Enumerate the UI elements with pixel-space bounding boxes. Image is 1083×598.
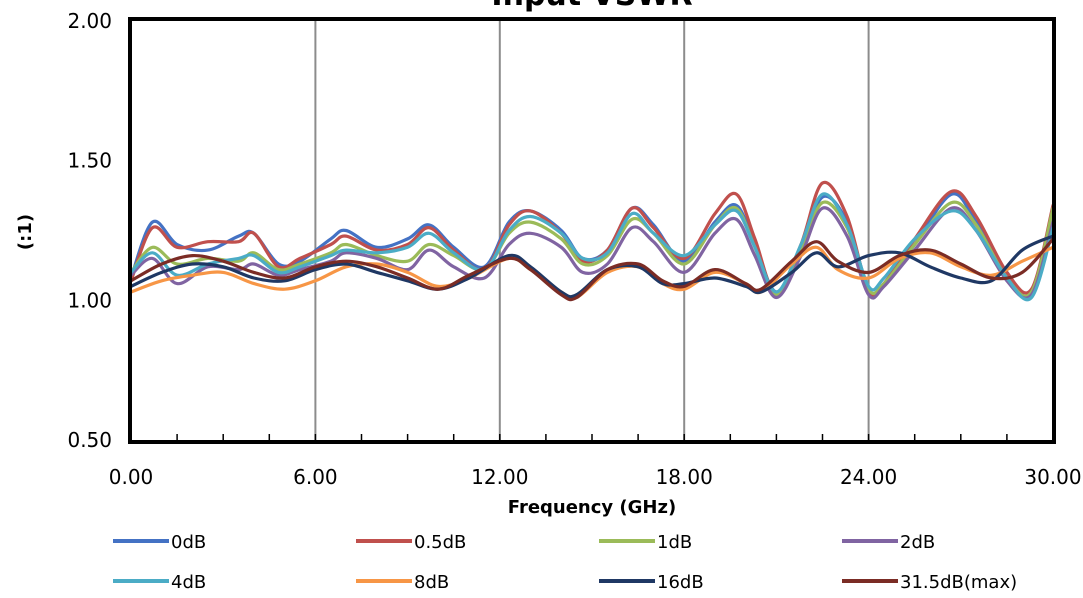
x-tick-label: 24.00 (840, 465, 897, 489)
series-lines (129, 180, 1055, 302)
y-tick-label: 0.50 (67, 428, 112, 452)
y-tick-label: 1.00 (67, 288, 112, 312)
y-axis-tick-labels: 0.50 1.00 1.50 2.00 (67, 9, 112, 452)
y-tick-label: 2.00 (67, 9, 112, 33)
chart-title: Input VSWR (491, 0, 692, 13)
series-line-1db (129, 200, 1055, 298)
x-tick-label: 0.00 (109, 465, 154, 489)
legend-label: 0.5dB (414, 532, 466, 553)
x-tick-label: 30.00 (1024, 465, 1081, 489)
legend-label: 31.5dB(max) (900, 572, 1017, 593)
series-line-4db (129, 192, 1055, 302)
x-axis-minor-ticks (130, 434, 1054, 440)
series-line-2db (129, 206, 1055, 300)
y-tick-label: 1.50 (67, 149, 112, 173)
legend-label: 4dB (171, 572, 206, 593)
plot-area-border (128, 17, 1056, 444)
legend-label: 2dB (900, 532, 935, 553)
legend-label: 8dB (414, 572, 449, 593)
legend: 0dB 0.5dB 1dB 2dB 4dB 8dB 16dB 31.5dB(max) (113, 532, 1017, 593)
legend-label: 16dB (657, 572, 704, 593)
x-tick-label: 6.00 (293, 465, 338, 489)
x-axis-tick-labels: 0.00 6.00 12.00 18.00 24.00 30.00 (109, 465, 1082, 489)
series-line-31-5db-max (129, 237, 1055, 302)
y-axis-title: (:1) (15, 214, 36, 250)
x-axis-title: Frequency (GHz) (508, 497, 676, 518)
grid-lines (314, 21, 870, 440)
legend-label: 1dB (657, 532, 692, 553)
series-line-8db (129, 245, 1055, 301)
legend-label: 0dB (171, 532, 206, 553)
x-tick-label: 12.00 (471, 465, 528, 489)
x-tick-label: 18.00 (656, 465, 713, 489)
